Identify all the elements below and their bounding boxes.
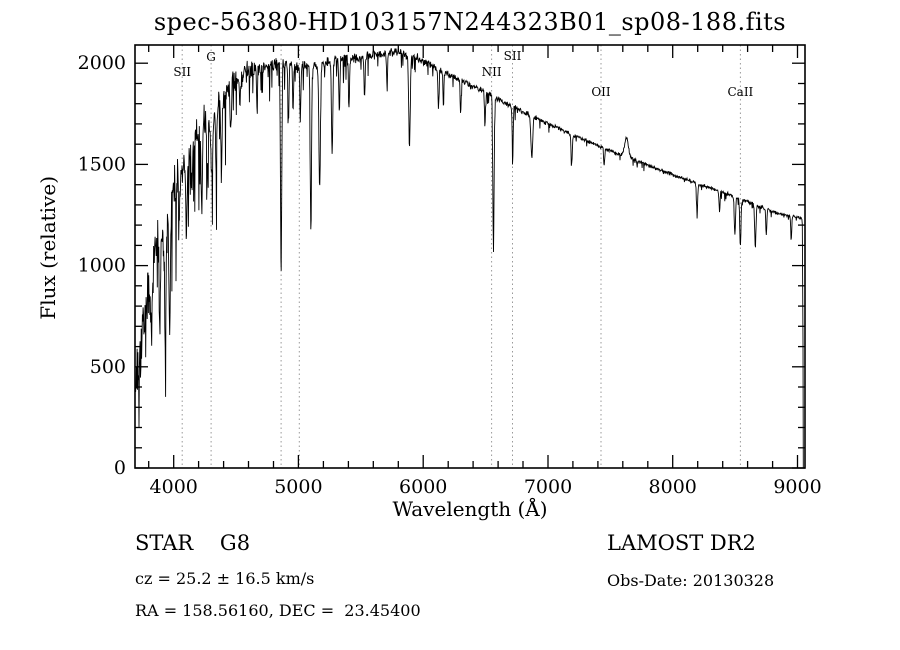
spectrum-path	[135, 48, 804, 469]
classification-text: STAR G8	[135, 531, 251, 555]
y-tick-label: 1500	[78, 153, 126, 175]
spectral-line-label: NII	[482, 65, 502, 79]
x-tick-label: 4000	[150, 476, 198, 498]
obs-date-text: Obs-Date: 20130328	[607, 571, 775, 590]
y-tick-label: 0	[114, 457, 126, 479]
x-axis-label: Wavelength (Å)	[392, 497, 548, 521]
spectral-line-label: CaII	[727, 85, 753, 99]
cz-text: cz = 25.2 ± 16.5 km/s	[135, 569, 315, 588]
plot-title: spec-56380-HD103157N244323B01_sp08-188.f…	[153, 8, 787, 36]
y-tick-label: 2000	[78, 52, 126, 74]
ra-dec-text: RA = 158.56160, DEC = 23.45400	[135, 601, 421, 620]
spectral-line-label: SII	[173, 65, 191, 79]
y-tick-label: 1000	[78, 255, 126, 277]
spectral-line-label: OII	[591, 85, 611, 99]
x-tick-label: 7000	[524, 476, 572, 498]
x-tick-label: 5000	[274, 476, 322, 498]
x-tick-label: 9000	[773, 476, 821, 498]
survey-text: LAMOST DR2	[607, 531, 756, 555]
spectral-line-label: G	[206, 50, 216, 64]
spectral-line-label: SII	[504, 49, 522, 63]
x-tick-label: 6000	[399, 476, 447, 498]
plot-frame	[134, 44, 806, 469]
y-tick-label: 500	[90, 356, 126, 378]
y-axis-label: Flux (relative)	[36, 176, 60, 320]
x-tick-label: 8000	[649, 476, 697, 498]
